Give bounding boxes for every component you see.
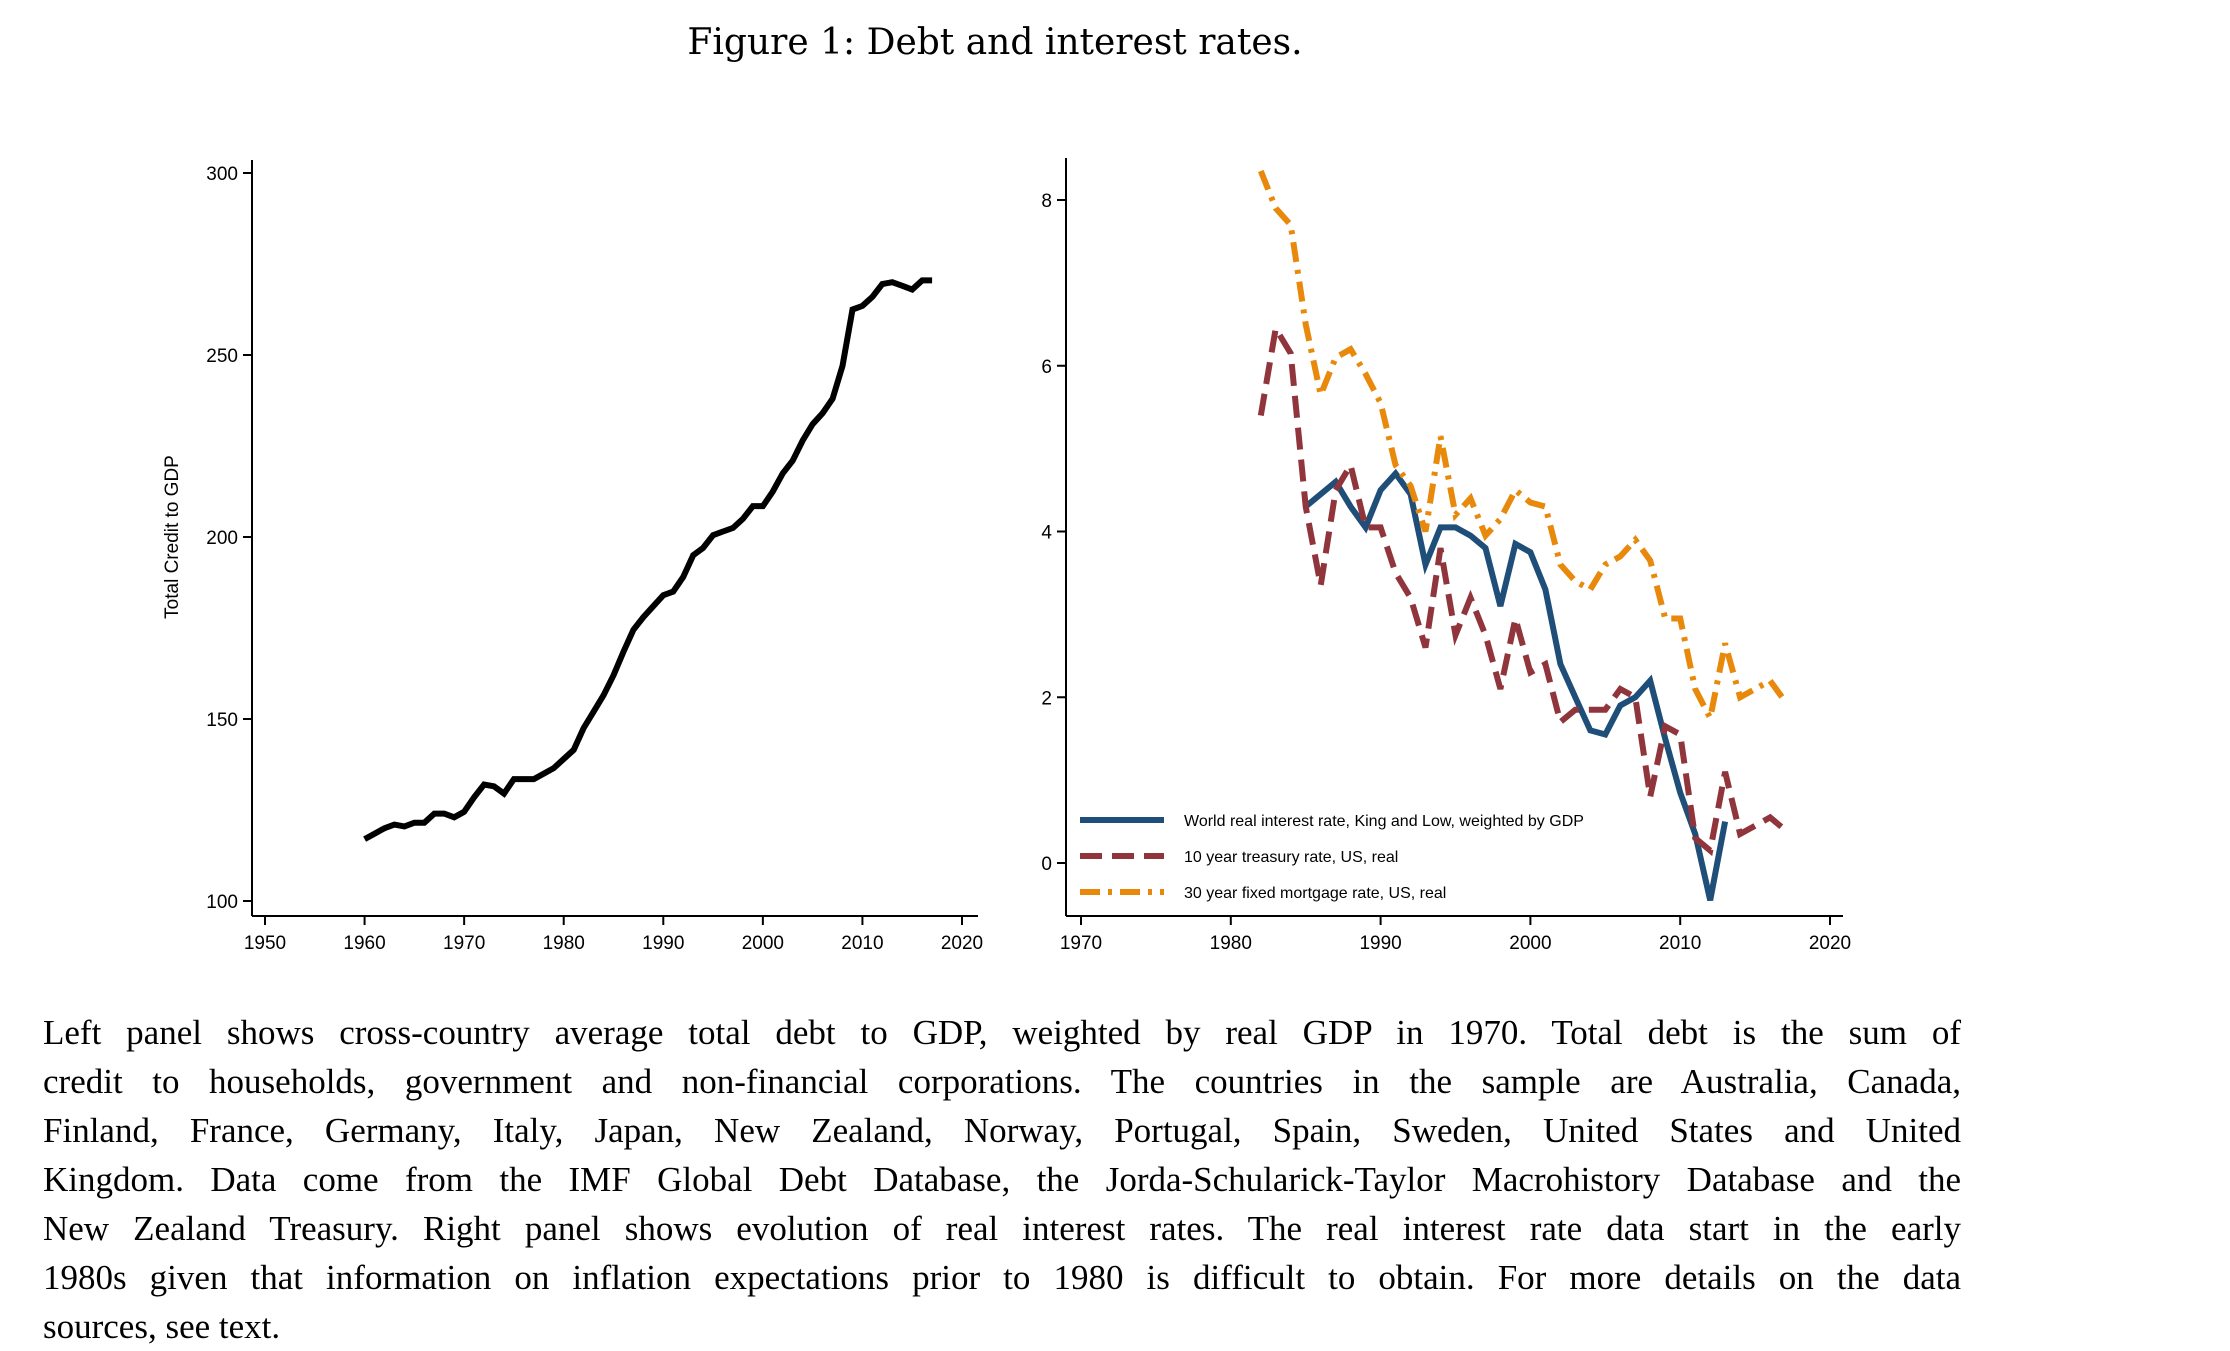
- y-tick-label: 4: [1041, 523, 1052, 544]
- x-tick-label: 2000: [742, 933, 784, 954]
- x-tick-label: 2020: [1809, 933, 1851, 954]
- x-tick-label: 1970: [1060, 933, 1102, 954]
- x-tick-label: 1990: [642, 933, 684, 954]
- x-tick-label: 1950: [244, 933, 286, 954]
- x-tick-label: 2010: [841, 933, 883, 954]
- legend-label: 10 year treasury rate, US, real: [1184, 849, 1398, 866]
- caption-line: Finland, France, Germany, Italy, Japan, …: [43, 1111, 1961, 1150]
- y-tick-label: 200: [206, 528, 238, 549]
- y-tick-label: 8: [1041, 191, 1052, 212]
- x-tick-label: 2020: [941, 933, 983, 954]
- x-tick-label: 1980: [1210, 933, 1252, 954]
- x-tick-label: 1960: [343, 933, 385, 954]
- figure-caption: Left panel shows cross-country average t…: [43, 1008, 1961, 1351]
- y-tick-label: 6: [1041, 357, 1052, 378]
- y-tick-label: 100: [206, 892, 238, 913]
- x-tick-label: 2000: [1509, 933, 1551, 954]
- caption-line: Left panel shows cross-country average t…: [43, 1013, 1961, 1052]
- figure-title: Figure 1: Debt and interest rates.: [687, 22, 1303, 63]
- caption-line: credit to households, government and non…: [43, 1062, 1961, 1101]
- caption-line: sources, see text.: [43, 1307, 281, 1346]
- y-tick-label: 2: [1041, 688, 1052, 709]
- y-tick-label: 250: [206, 346, 238, 367]
- series-line-1: [1303, 468, 1729, 901]
- series-line-1: [363, 277, 933, 842]
- x-tick-label: 1970: [443, 933, 485, 954]
- series-line-2: [1257, 320, 1788, 857]
- y-tick-label: 150: [206, 710, 238, 731]
- figure: 100 150 200 250 300 1950 1960 1970 1980 1990 2000 2…: [162, 158, 1851, 954]
- y-tick-label: 0: [1041, 854, 1052, 875]
- x-tick-label: 1980: [543, 933, 585, 954]
- series-line-3: [1258, 169, 1788, 727]
- caption-line: New Zealand Treasury. Right panel shows …: [43, 1209, 1961, 1248]
- x-tick-label: 1990: [1359, 933, 1401, 954]
- x-tick-label: 2010: [1659, 933, 1701, 954]
- caption-line: Kingdom. Data come from the IMF Global D…: [43, 1160, 1961, 1199]
- y-axis-label: Total Credit to GDP: [162, 455, 183, 619]
- caption-line: 1980s given that information on inflatio…: [43, 1258, 1961, 1297]
- legend-label: World real interest rate, King and Low, …: [1184, 813, 1584, 830]
- legend-label: 30 year fixed mortgage rate, US, real: [1184, 885, 1446, 902]
- y-tick-label: 300: [206, 164, 238, 185]
